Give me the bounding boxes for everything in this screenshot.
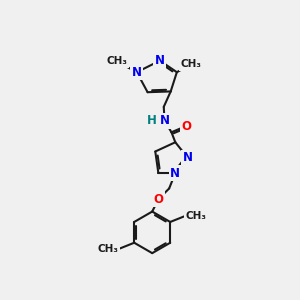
Text: N: N	[155, 54, 165, 67]
Text: CH₃: CH₃	[98, 244, 119, 254]
Text: CH₃: CH₃	[186, 211, 207, 221]
Text: O: O	[181, 120, 191, 133]
Text: N: N	[183, 151, 193, 164]
Text: CH₃: CH₃	[180, 59, 201, 70]
Text: O: O	[153, 193, 164, 206]
Text: N: N	[170, 167, 180, 180]
Text: CH₃: CH₃	[106, 56, 127, 66]
Text: N: N	[132, 66, 142, 79]
Text: N: N	[160, 114, 170, 127]
Text: H: H	[146, 114, 156, 127]
